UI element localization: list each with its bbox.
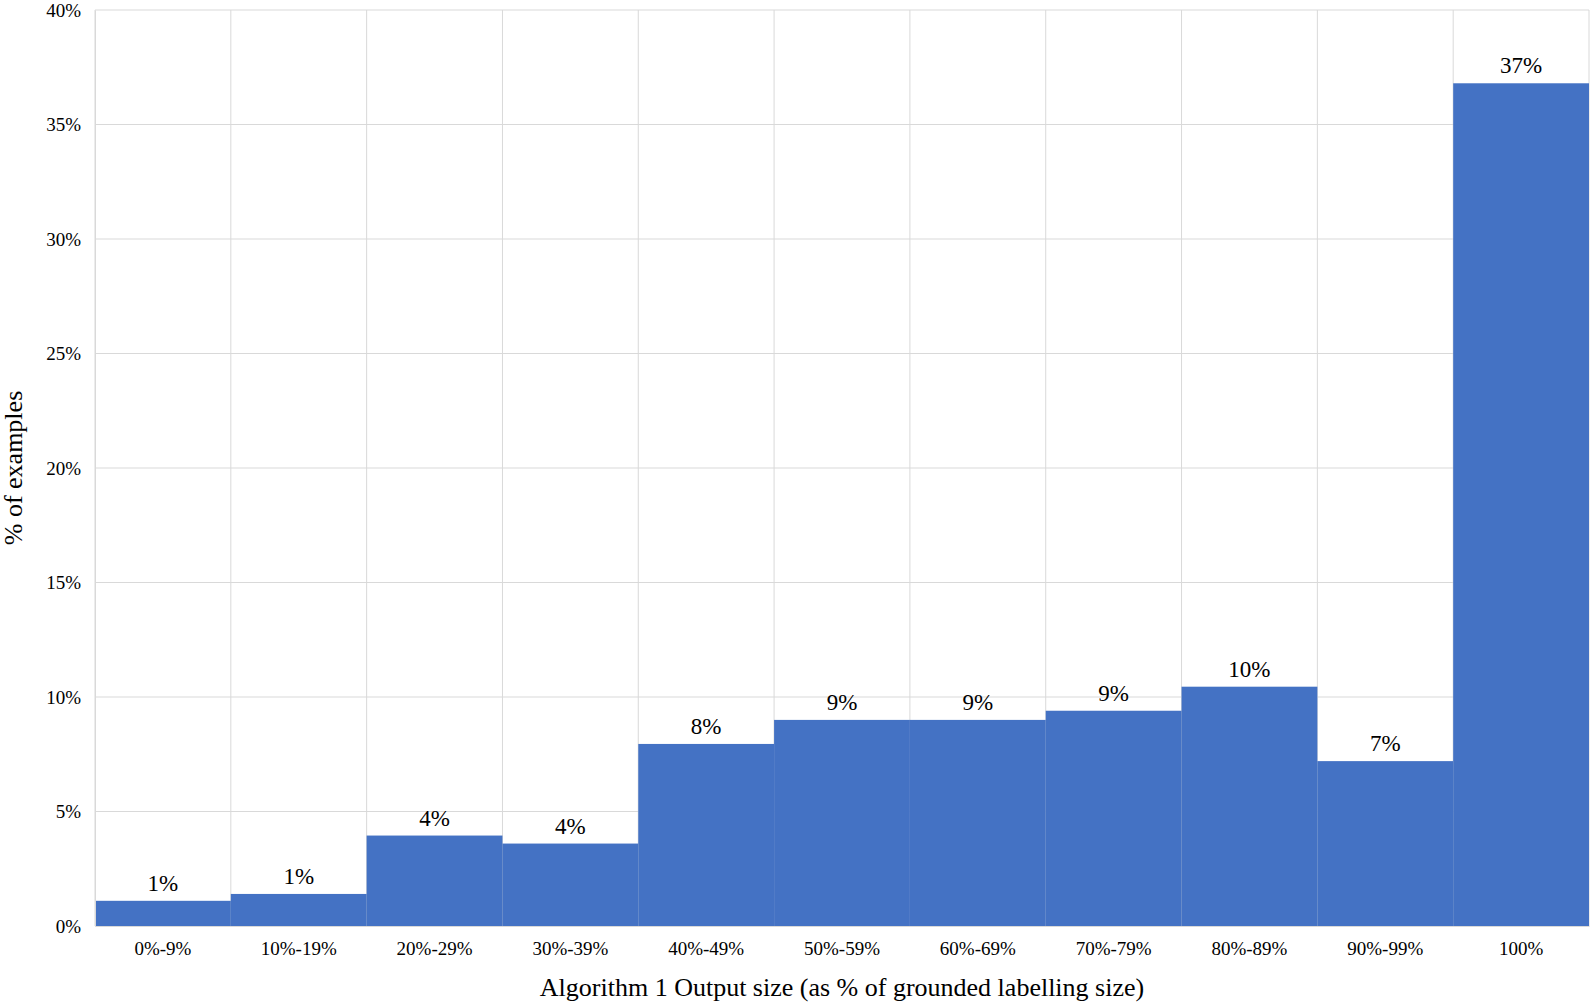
bar [95,901,231,926]
x-tick-label: 10%-19% [261,938,337,959]
x-tick-label: 40%-49% [668,938,744,959]
x-tick-label: 100% [1499,938,1544,959]
data-label: 37% [1500,53,1542,78]
x-tick-label: 90%-99% [1347,938,1423,959]
x-tick-label: 60%-69% [940,938,1016,959]
x-tick-label: 50%-59% [804,938,880,959]
x-tick: 20%-29% [397,926,473,959]
x-tick: 0%-9% [134,926,191,959]
x-tick: 60%-69% [940,926,1016,959]
category-separator [366,10,367,926]
x-tick-label: 0%-9% [134,938,191,959]
data-label: 4% [419,806,450,831]
x-tick: 10%-19% [261,926,337,959]
y-tick: 5% [56,801,95,822]
x-tick: 90%-99% [1347,926,1423,959]
data-label: 1% [148,871,179,896]
bar [231,894,367,926]
y-tick-label: 30% [46,229,81,250]
y-tick: 25% [46,343,95,364]
x-tick-label: 30%-39% [532,938,608,959]
category-separator [502,10,503,926]
grid-line [95,353,1589,354]
bar [774,720,910,926]
data-label: 9% [962,690,993,715]
bar [1453,83,1589,926]
y-axis: 0% 5% 10% 15% 20% 25% 30% 35% 40% [46,0,95,937]
x-tick: 40%-49% [668,926,744,959]
x-tick: 50%-59% [804,926,880,959]
y-tick-label: 35% [46,114,81,135]
x-axis-line [96,926,1590,927]
grid-line [95,239,1589,240]
y-tick: 40% [46,0,95,21]
y-tick: 10% [46,687,95,708]
bar [910,720,1046,926]
x-tick: 100% [1499,926,1544,959]
bar [1182,687,1318,926]
x-axis: 0%-9% 10%-19% 20%-29% 30%-39% 40%-49% 50%-59%… [96,926,1590,959]
x-tick-label: 80%-89% [1211,938,1287,959]
y-tick-label: 20% [46,458,81,479]
y-axis-title: % of examples [0,391,28,546]
category-separators [95,10,1589,926]
y-tick-label: 40% [46,0,81,21]
y-tick: 0% [56,916,95,937]
grid-line [95,10,1589,11]
plot: 1% 1% 4% 4% 8% 9% 9% 9% 10% 7% 37% 0% 5% 10% 15% 20% 25%… [46,0,1589,959]
category-separator [95,10,96,926]
data-labels: 1% 1% 4% 4% 8% 9% 9% 9% 10% 7% 37% [148,53,1543,896]
data-label: 9% [1098,681,1129,706]
y-tick-label: 10% [46,687,81,708]
y-tick: 15% [46,572,95,593]
y-tick: 20% [46,458,95,479]
grid-line [95,124,1589,125]
y-tick-label: 15% [46,572,81,593]
x-tick: 30%-39% [532,926,608,959]
bar [502,844,638,926]
x-tick: 70%-79% [1076,926,1152,959]
y-tick-label: 5% [56,801,82,822]
y-tick: 30% [46,229,95,250]
data-label: 4% [555,814,586,839]
y-grid [95,10,1589,926]
category-separator [230,10,231,926]
x-tick-label: 70%-79% [1076,938,1152,959]
grid-line [95,468,1589,469]
bar [367,836,503,926]
data-label: 10% [1228,657,1270,682]
bar [1317,761,1453,926]
data-label: 7% [1370,731,1401,756]
bar [638,744,774,926]
x-tick: 80%-89% [1211,926,1287,959]
y-tick-label: 0% [56,916,82,937]
bars [95,83,1589,926]
bar [1046,711,1182,926]
x-tick-label: 20%-29% [397,938,473,959]
y-axis-line [95,11,96,927]
chart: 1% 1% 4% 4% 8% 9% 9% 9% 10% 7% 37% 0% 5% 10% 15% 20% 25%… [0,0,1593,1006]
data-label: 9% [827,690,858,715]
y-tick: 35% [46,114,95,135]
data-label: 8% [691,714,722,739]
grid-line [95,582,1589,583]
y-tick-label: 25% [46,343,81,364]
x-axis-title: Algorithm 1 Output size (as % of grounde… [540,973,1144,1002]
data-label: 1% [283,864,314,889]
